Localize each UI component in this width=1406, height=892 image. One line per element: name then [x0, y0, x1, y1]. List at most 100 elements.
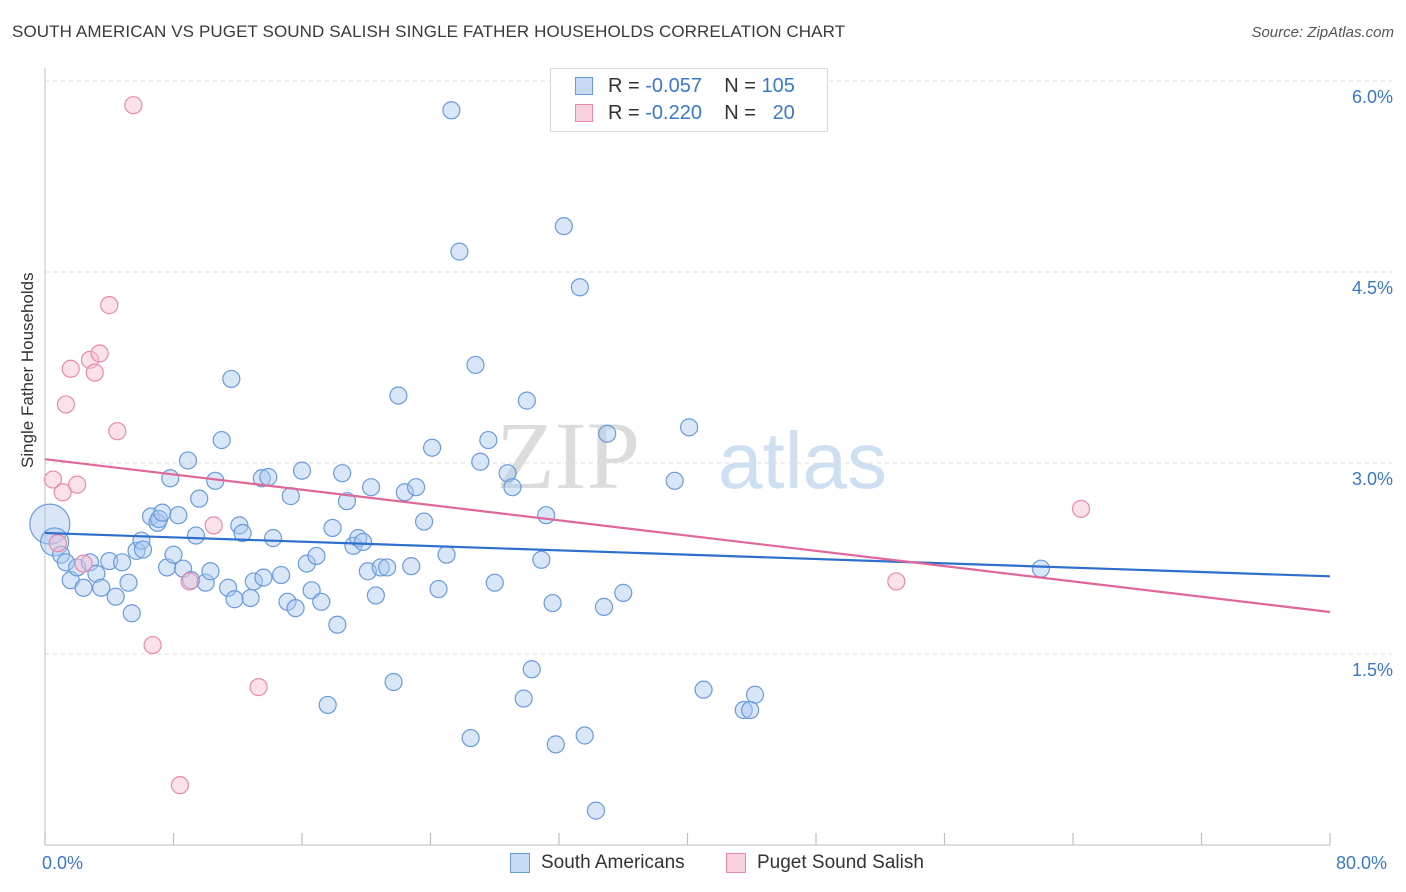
- data-point-south-americans: [254, 568, 273, 587]
- data-point-south-americans: [212, 430, 231, 450]
- data-point-south-americans: [586, 801, 606, 820]
- data-point-south-americans: [514, 689, 533, 708]
- data-point-south-americans: [485, 573, 504, 592]
- legend-n-label: N =: [724, 102, 756, 124]
- data-point-south-americans: [328, 615, 347, 634]
- data-point-south-americans: [80, 553, 100, 572]
- data-point-south-americans: [532, 550, 551, 569]
- legend-n-value: 20: [772, 102, 795, 124]
- data-point-south-americans: [153, 503, 172, 522]
- data-point-south-americans: [272, 565, 291, 585]
- data-point-south-americans: [402, 557, 421, 576]
- data-point-south-americans: [734, 700, 753, 720]
- data-point-puget-sound-salish: [124, 96, 143, 115]
- trend-line-south-americans: [44, 531, 1331, 578]
- data-point-south-americans: [263, 529, 283, 548]
- data-point-south-americans: [442, 101, 461, 120]
- legend-r-label: R =: [608, 102, 640, 124]
- bottom-legend-swatch-blue: [510, 853, 530, 873]
- data-point-south-americans: [178, 451, 198, 470]
- data-point-puget-sound-salish: [170, 776, 190, 795]
- series-south-americans: [29, 101, 1050, 820]
- data-point-puget-sound-salish: [53, 483, 72, 502]
- bottom-legend-swatch-pink: [726, 853, 746, 873]
- watermark-atlas: atlas: [718, 416, 887, 505]
- data-point-puget-sound-salish: [100, 296, 119, 315]
- data-point-puget-sound-salish: [143, 635, 162, 655]
- data-point-puget-sound-salish: [204, 516, 223, 535]
- data-point-south-americans: [694, 680, 713, 699]
- data-point-south-americans: [395, 483, 414, 502]
- data-point-south-americans: [461, 728, 480, 748]
- y-tick-label: 3.0%: [1352, 469, 1393, 489]
- data-point-south-americans: [414, 512, 434, 531]
- data-point-south-americans: [546, 735, 565, 754]
- x-axis-max-label: 80.0%: [1336, 853, 1388, 873]
- data-point-south-americans: [450, 242, 469, 261]
- data-point-south-americans: [100, 551, 119, 571]
- data-point-south-americans: [745, 685, 765, 704]
- data-point-south-americans: [423, 438, 442, 457]
- data-point-south-americans: [164, 545, 183, 564]
- data-point-south-americans: [353, 532, 373, 552]
- stats-legend: R = -0.057 N = 105 R = -0.220 N = 20: [550, 68, 828, 132]
- data-point-south-americans: [471, 452, 490, 471]
- data-point-south-americans: [133, 540, 153, 559]
- data-point-south-americans: [312, 592, 331, 611]
- y-axis-label: Single Father Households: [18, 272, 37, 468]
- data-point-south-americans: [225, 590, 244, 609]
- data-point-south-americans: [241, 588, 260, 608]
- data-point-puget-sound-salish: [74, 554, 93, 573]
- data-point-puget-sound-salish: [48, 534, 67, 553]
- legend-n-value: 105: [761, 75, 795, 97]
- data-point-puget-sound-salish: [108, 422, 127, 441]
- y-tick-label: 1.5%: [1352, 660, 1393, 680]
- data-point-puget-sound-salish: [85, 363, 104, 382]
- legend-r-label: R =: [608, 75, 640, 97]
- bottom-legend-label: Puget Sound Salish: [757, 852, 924, 873]
- data-point-south-americans: [106, 587, 125, 606]
- data-point-south-americans: [680, 418, 699, 437]
- gridlines: [45, 80, 1392, 655]
- data-point-south-americans: [259, 467, 278, 487]
- x-axis-min-label: 0.0%: [42, 853, 84, 873]
- data-point-south-americans: [119, 573, 138, 592]
- data-point-south-americans: [292, 461, 312, 480]
- data-point-south-americans: [479, 430, 498, 450]
- data-point-south-americans: [537, 506, 556, 525]
- trend-line-puget-sound-salish: [44, 458, 1331, 614]
- source-label: Source: ZipAtlas.com: [1251, 24, 1394, 41]
- data-point-south-americans: [371, 558, 390, 577]
- legend-r-value: -0.220: [645, 102, 702, 124]
- data-point-south-americans: [222, 369, 241, 389]
- y-tick-label: 6.0%: [1352, 87, 1393, 107]
- legend-swatch-blue: [575, 77, 593, 95]
- data-point-south-americans: [169, 506, 188, 525]
- data-point-south-americans: [466, 355, 485, 375]
- y-tick-label: 4.5%: [1352, 278, 1393, 298]
- data-point-south-americans: [503, 478, 522, 497]
- data-point-south-americans: [554, 217, 573, 236]
- data-point-south-americans: [74, 578, 93, 597]
- data-point-south-americans: [122, 604, 141, 623]
- data-point-south-americans: [594, 597, 614, 616]
- data-point-puget-sound-salish: [887, 572, 906, 591]
- data-point-south-americans: [389, 386, 408, 405]
- data-point-puget-sound-salish: [56, 395, 75, 414]
- data-point-south-americans: [87, 564, 106, 583]
- y-tick-labels: 1.5% 3.0% 4.5% 6.0%: [1352, 87, 1393, 680]
- data-point-south-americans: [186, 526, 206, 545]
- data-point-south-americans: [318, 695, 337, 715]
- data-point-south-americans: [297, 554, 316, 573]
- data-point-puget-sound-salish: [249, 678, 268, 697]
- data-point-south-americans: [570, 278, 589, 297]
- data-point-south-americans: [741, 700, 760, 720]
- data-point-south-americans: [307, 546, 326, 566]
- data-point-south-americans: [286, 599, 305, 618]
- axes: [44, 68, 1331, 846]
- data-point-south-americans: [517, 391, 536, 410]
- data-point-puget-sound-salish: [90, 344, 109, 363]
- data-point-south-americans: [244, 572, 263, 591]
- data-point-puget-sound-salish: [180, 572, 199, 591]
